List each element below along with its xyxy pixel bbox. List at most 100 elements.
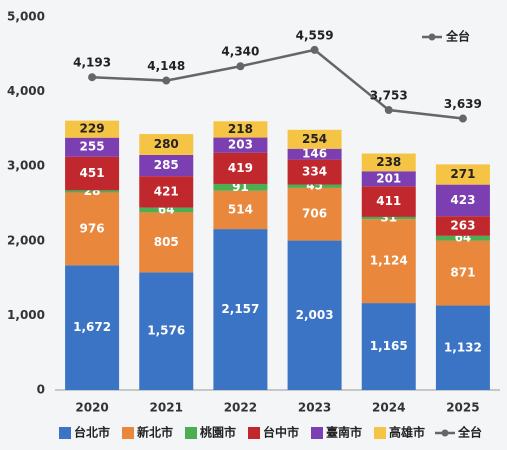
bar-segment	[287, 159, 342, 185]
x-tick-label: 2022	[224, 401, 257, 415]
y-tick-label: 2,000	[7, 233, 45, 247]
value-label: 871	[450, 266, 475, 280]
bar-segment	[65, 190, 120, 193]
bar-segment	[213, 183, 268, 191]
legend-label: 全台	[457, 425, 482, 440]
bar-segment	[287, 148, 342, 160]
total-label: 4,148	[147, 59, 185, 73]
legend-label: 台北市	[74, 425, 110, 440]
value-label: 1,672	[73, 320, 111, 334]
value-label: 229	[80, 122, 105, 136]
bar-segment	[435, 164, 490, 185]
value-label: 1,576	[147, 324, 185, 338]
bar-segment	[361, 303, 416, 390]
value-label: 254	[302, 132, 327, 146]
bar-segment	[65, 192, 120, 266]
bar-segment	[435, 240, 490, 306]
value-label: 203	[228, 138, 253, 152]
value-label: 419	[228, 161, 253, 175]
value-label: 2,157	[221, 302, 259, 316]
total-label: 4,559	[296, 28, 334, 42]
bar-segment	[213, 229, 268, 390]
bar-segment	[435, 184, 490, 217]
y-tick-label: 3,000	[7, 159, 45, 173]
total-point	[236, 62, 245, 71]
bar-segment	[139, 154, 194, 177]
legend-label: 高雄市	[389, 425, 425, 440]
x-tick-label: 2020	[75, 401, 108, 415]
bar-segment	[361, 171, 416, 187]
value-label: 451	[80, 166, 105, 180]
value-label: 1,124	[370, 254, 408, 268]
legend-label: 新北市	[137, 425, 173, 440]
y-tick-label: 0	[37, 383, 45, 397]
bar-segment	[213, 121, 268, 138]
value-label: 1,165	[370, 339, 408, 353]
value-label: 146	[302, 147, 327, 161]
bar-segment	[139, 212, 194, 273]
legend-marker	[428, 33, 436, 41]
x-tick-label: 2021	[150, 401, 183, 415]
value-label: 421	[154, 184, 179, 198]
total-label: 3,753	[370, 89, 408, 103]
legend-swatch	[374, 427, 386, 439]
legend-label: 全台	[445, 29, 470, 44]
total-point	[88, 73, 97, 82]
bar-segment	[139, 134, 194, 155]
value-label: 238	[376, 155, 401, 169]
bar-segment	[213, 137, 268, 153]
legend-label: 台中市	[263, 425, 299, 440]
value-label: 255	[80, 140, 105, 154]
bar-segment	[65, 137, 120, 157]
bar-segment	[139, 176, 194, 208]
bar-segment	[287, 129, 342, 149]
value-label: 280	[154, 137, 179, 151]
legend-label: 桃園市	[200, 425, 236, 440]
bar-segment	[139, 207, 194, 213]
x-tick-label: 2025	[446, 401, 479, 415]
bar-segment	[361, 153, 416, 172]
bar-segment	[65, 120, 120, 138]
legend-marker	[441, 429, 449, 437]
total-point	[310, 45, 319, 54]
bar-segment	[139, 272, 194, 390]
bar-segment	[65, 156, 120, 191]
y-tick-label: 1,000	[7, 308, 45, 322]
total-label: 3,639	[444, 97, 482, 111]
value-label: 285	[154, 158, 179, 172]
bar-segment	[435, 305, 490, 390]
value-label: 218	[228, 122, 253, 136]
bar-segment	[287, 184, 342, 188]
value-label: 334	[302, 165, 327, 179]
bar-segment	[361, 186, 416, 217]
total-label: 4,340	[221, 45, 259, 59]
bar-segment	[435, 235, 490, 241]
bar-segment	[287, 187, 342, 241]
bar-segment	[287, 240, 342, 390]
legend-swatch	[122, 427, 134, 439]
total-line	[92, 48, 464, 120]
x-tick-label: 2023	[298, 401, 331, 415]
value-label: 263	[450, 218, 475, 232]
y-tick-label: 4,000	[7, 84, 45, 98]
bar-segment	[361, 216, 416, 220]
value-label: 805	[154, 235, 179, 249]
bar-segment	[213, 152, 268, 184]
legend-swatch	[59, 427, 71, 439]
legend-swatch	[311, 427, 323, 439]
value-label: 2,003	[296, 308, 334, 322]
legend-swatch	[248, 427, 260, 439]
value-label: 423	[450, 193, 475, 207]
legend-label: 臺南市	[326, 425, 362, 440]
total-point	[162, 76, 171, 85]
bar-segment	[435, 216, 490, 236]
y-tick-label: 5,000	[7, 10, 45, 24]
total-point	[458, 114, 467, 123]
value-label: 976	[80, 221, 105, 235]
value-label: 201	[376, 171, 401, 185]
x-tick-label: 2024	[372, 401, 405, 415]
value-label: 271	[450, 167, 475, 181]
total-label: 4,193	[73, 56, 111, 70]
bar-segment	[361, 219, 416, 304]
